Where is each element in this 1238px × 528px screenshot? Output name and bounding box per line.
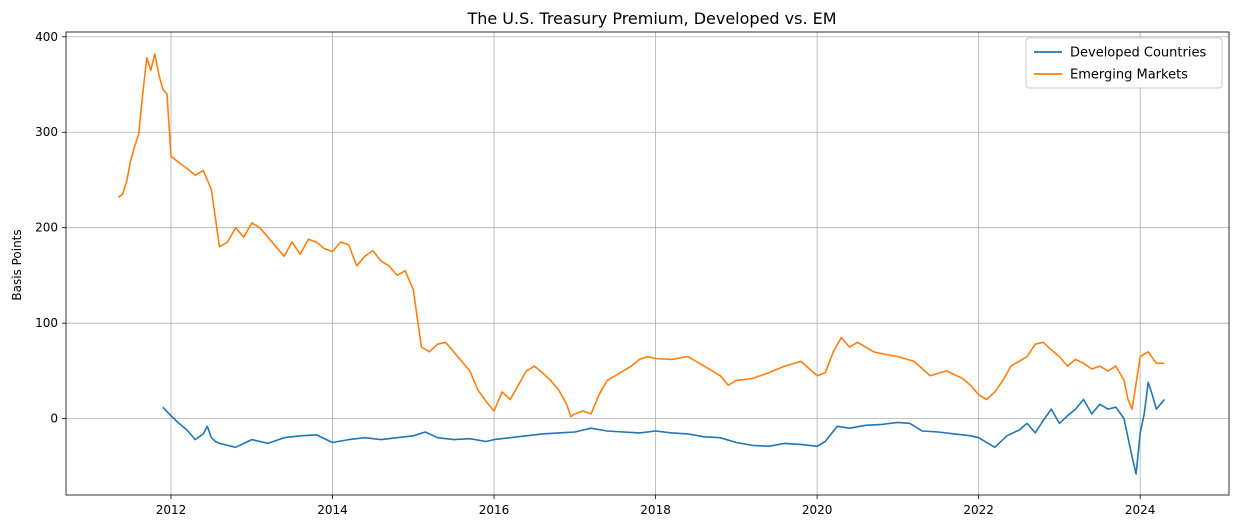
x-tick-label: 2018 bbox=[640, 503, 671, 517]
y-tick-label: 100 bbox=[35, 316, 58, 330]
series-line-0 bbox=[162, 381, 1166, 475]
x-tick-label: 2024 bbox=[1125, 503, 1156, 517]
grid bbox=[66, 32, 1229, 495]
series-line-1 bbox=[118, 53, 1165, 418]
x-tick-label: 2022 bbox=[963, 503, 994, 517]
plot-frame bbox=[65, 31, 1230, 496]
legend-label: Emerging Markets bbox=[1070, 68, 1188, 83]
series-group bbox=[118, 53, 1166, 475]
ticks: 2012 2014 2016 2018 2020 2022 2024 0 100 200 300 40… bbox=[35, 30, 1155, 517]
legend-box bbox=[1025, 37, 1223, 89]
y-axis-label: Basis Points bbox=[10, 229, 24, 300]
x-tick-label: 2016 bbox=[479, 503, 510, 517]
legend: Developed Countries Emerging Markets bbox=[1025, 37, 1223, 89]
x-tick-label: 2012 bbox=[156, 503, 187, 517]
y-tick-label: 200 bbox=[35, 221, 58, 235]
chart-title: The U.S. Treasury Premium, Developed vs.… bbox=[466, 9, 836, 28]
x-tick-label: 2020 bbox=[802, 503, 833, 517]
y-tick-label: 0 bbox=[50, 412, 58, 426]
x-tick-label: 2014 bbox=[317, 503, 348, 517]
legend-label: Developed Countries bbox=[1070, 46, 1206, 61]
y-tick-label: 400 bbox=[35, 30, 58, 44]
y-tick-label: 300 bbox=[35, 125, 58, 139]
